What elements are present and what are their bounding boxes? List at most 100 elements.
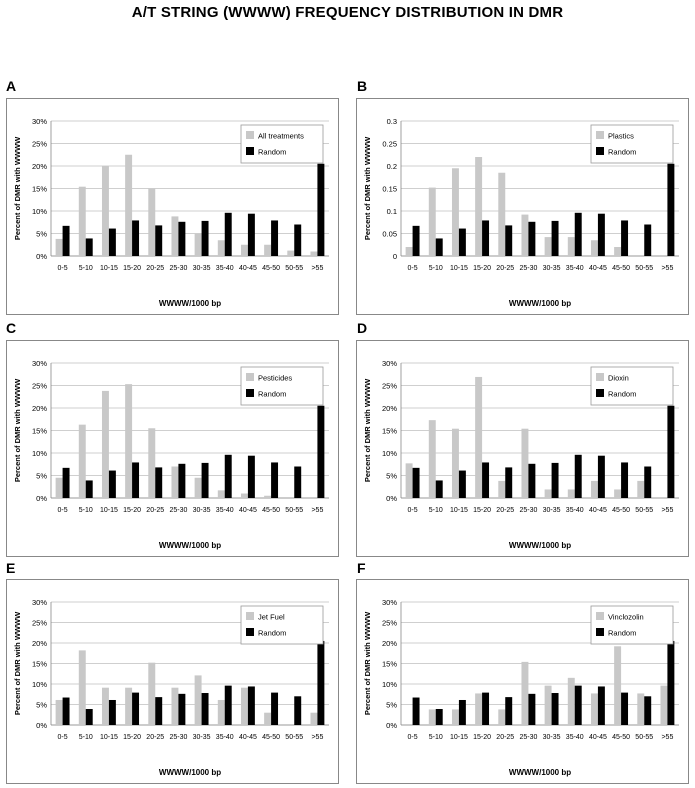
chart-c-svg: 0% 5% 10% 15% 20% 25% 30% 0-5 5-10 10-15 15-20 20-2… (13, 359, 329, 550)
bar-random (412, 697, 420, 725)
bar-random (271, 220, 279, 256)
bar-treatment (428, 709, 436, 725)
bar-treatment (148, 188, 156, 256)
bar-random (458, 228, 466, 256)
x-tick-label: 35-40 (216, 507, 234, 514)
y-axis-label: Percent of DMR with WWWW (363, 136, 372, 240)
bar-random (505, 697, 513, 725)
x-tick-label: 20-25 (146, 265, 164, 272)
bar-random (644, 696, 652, 725)
bar-treatment (240, 244, 248, 256)
y-tick-label: 25% (32, 619, 47, 628)
bar-random (528, 693, 536, 725)
bar-treatment (567, 237, 575, 256)
y-tick-label: 0% (386, 721, 397, 730)
x-tick-label: 30-35 (543, 734, 561, 741)
y-tick-label: 25% (32, 382, 47, 391)
bar-random (178, 463, 186, 498)
bar-random (247, 455, 255, 498)
bar-treatment (567, 489, 575, 498)
x-tick-label: >55 (661, 734, 673, 741)
x-tick-label: >55 (311, 265, 323, 272)
x-tick-label: 15-20 (473, 507, 491, 514)
x-tick-label: >55 (311, 734, 323, 741)
x-axis-label: WWWW/1000 bp (159, 768, 221, 777)
chart-panel-e: 0% 5% 10% 15% 20% 25% 30% 0-5 5-10 10-15 15-20 20-2… (6, 579, 339, 784)
bar-random (224, 212, 232, 256)
x-tick-label: 40-45 (239, 265, 257, 272)
bar-treatment (125, 687, 133, 725)
legend-box (240, 605, 324, 645)
chart-panel-a: 0% 5% 10% 15% 20% 25% 30% 0-5 5-10 10-15 15-20 20-2… (6, 98, 339, 315)
bar-random (132, 462, 140, 498)
y-axis-label: Percent of DMR with WWWW (363, 378, 372, 482)
bar-treatment (405, 247, 413, 256)
legend-label: Jet Fuel (258, 613, 285, 622)
panel-letter-c: C (6, 320, 17, 336)
bar-random (435, 709, 443, 725)
y-tick-label: 5% (36, 472, 47, 481)
bar-random (597, 213, 605, 256)
bar-random (271, 692, 279, 725)
x-tick-label: 35-40 (566, 507, 584, 514)
bar-treatment (451, 428, 459, 498)
x-tick-label: 45-50 (262, 507, 280, 514)
bar-treatment (544, 237, 552, 256)
legend-swatch-treatment (246, 612, 254, 620)
bar-treatment (521, 661, 529, 725)
y-tick-label: 0% (36, 494, 47, 503)
y-tick-label: 15% (32, 427, 47, 436)
y-tick-label: 0.1 (387, 207, 397, 216)
legend-label: Random (608, 629, 636, 638)
x-tick-label: 25-30 (519, 734, 537, 741)
bar-treatment (217, 240, 225, 256)
y-tick-label: 10% (32, 680, 47, 689)
y-axis-label: Percent of DMR with WWWW (13, 378, 22, 482)
bar-treatment (428, 187, 436, 256)
bar-treatment (614, 247, 622, 256)
legend-box (590, 605, 674, 645)
bar-treatment (451, 168, 459, 256)
bar-treatment (194, 675, 202, 725)
bar-random (317, 405, 325, 498)
bar-treatment (310, 712, 318, 725)
y-tick-label: 20% (32, 639, 47, 648)
bar-random (224, 454, 232, 498)
bar-treatment (451, 709, 459, 725)
x-tick-label: 0-5 (408, 734, 418, 741)
x-tick-label: 25-30 (519, 265, 537, 272)
x-tick-label: 5-10 (429, 507, 443, 514)
page-title: A/T STRING (WWWW) FREQUENCY DISTRIBUTION… (131, 4, 564, 21)
legend-label: Random (258, 148, 286, 157)
bar-treatment (264, 244, 272, 256)
chart-f-svg: 0% 5% 10% 15% 20% 25% 30% 0-5 5-10 10-15 15-20 20-2… (363, 598, 679, 777)
x-tick-label: 0-5 (408, 265, 418, 272)
legend-swatch-random (596, 628, 604, 636)
x-tick-label: 15-20 (473, 265, 491, 272)
bar-treatment (660, 685, 668, 725)
panel-letter-b: B (357, 78, 368, 94)
bar-random (85, 480, 93, 498)
x-tick-label: 30-35 (193, 265, 211, 272)
y-axis-label: Percent of DMR with WWWW (363, 611, 372, 715)
bar-random (317, 640, 325, 725)
x-tick-label: 0-5 (58, 734, 68, 741)
x-tick-label: 5-10 (429, 734, 443, 741)
bar-treatment (240, 687, 248, 725)
x-tick-label: 35-40 (216, 734, 234, 741)
bar-random (85, 709, 93, 725)
y-tick-label: 15% (382, 427, 397, 436)
x-tick-label: 20-25 (496, 507, 514, 514)
legend-label: Random (608, 390, 636, 399)
x-tick-label: >55 (311, 507, 323, 514)
bar-random (247, 213, 255, 256)
x-tick-label: 35-40 (566, 734, 584, 741)
legend-label: Vinclozolin (608, 613, 644, 622)
x-axis-label: WWWW/1000 bp (509, 768, 571, 777)
bar-treatment (194, 477, 202, 498)
y-tick-label: 0 (393, 252, 397, 261)
x-tick-label: 15-20 (473, 734, 491, 741)
x-tick-label: 50-55 (635, 734, 653, 741)
y-tick-label: 0.3 (387, 117, 397, 126)
y-tick-label: 30% (382, 359, 397, 368)
